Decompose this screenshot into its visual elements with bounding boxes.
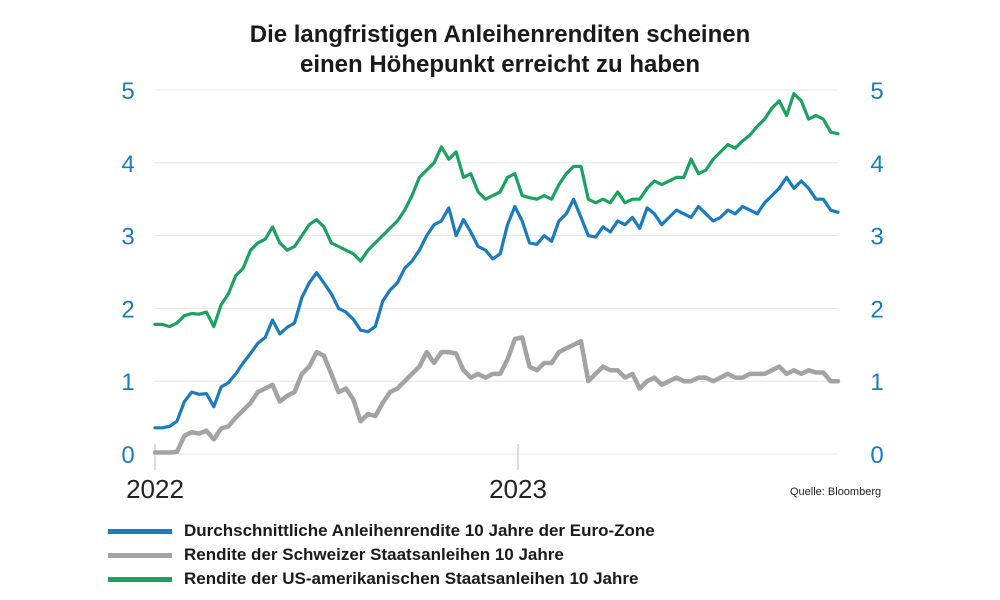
series-line-euro-zone [153, 175, 840, 430]
series-line-us [153, 91, 840, 329]
legend-label-us: Rendite der US-amerikanischen Staatsanle… [184, 569, 639, 588]
legend: Durchschnittliche Anleihenrendite 10 Jah… [108, 519, 655, 591]
chart-title: Die langfristigen Anleihenrenditen schei… [0, 20, 1000, 80]
chart-title-line-1: Die langfristigen Anleihenrenditen schei… [249, 21, 751, 48]
y-tick-right-1: 1 [870, 369, 883, 396]
x-tick-label-2023: 2023 [489, 474, 547, 504]
legend-label-switzerland: Rendite der Schweizer Staatsanleihen 10 … [184, 545, 564, 564]
y-tick-left-0: 0 [121, 442, 134, 469]
y-tick-left-2: 2 [121, 296, 134, 323]
source-note: Quelle: Bloomberg [790, 486, 882, 498]
legend-item-euro-zone: Durchschnittliche Anleihenrendite 10 Jah… [108, 519, 655, 543]
y-tick-left-4: 4 [121, 151, 134, 178]
y-tick-left-3: 3 [121, 224, 134, 251]
y-tick-right-4: 4 [870, 151, 883, 178]
legend-swatch-euro-zone [108, 528, 172, 534]
legend-label-euro-zone: Durchschnittliche Anleihenrendite 10 Jah… [184, 521, 655, 540]
legend-item-us: Rendite der US-amerikanischen Staatsanle… [108, 567, 655, 591]
legend-swatch-switzerland [108, 552, 172, 558]
series-line-switzerland [152, 335, 841, 455]
chart-title-line-2: einen Höhepunkt erreicht zu haben [299, 51, 701, 78]
y-tick-left-1: 1 [121, 369, 134, 396]
y-tick-right-2: 2 [870, 296, 883, 323]
x-tick-label-2022: 2022 [126, 474, 184, 504]
y-tick-left-5: 5 [121, 78, 134, 105]
legend-item-switzerland: Rendite der Schweizer Staatsanleihen 10 … [108, 543, 655, 567]
legend-swatch-us [108, 576, 172, 582]
y-tick-right-5: 5 [870, 78, 883, 105]
y-tick-right-3: 3 [870, 224, 883, 251]
y-tick-right-0: 0 [870, 442, 883, 469]
